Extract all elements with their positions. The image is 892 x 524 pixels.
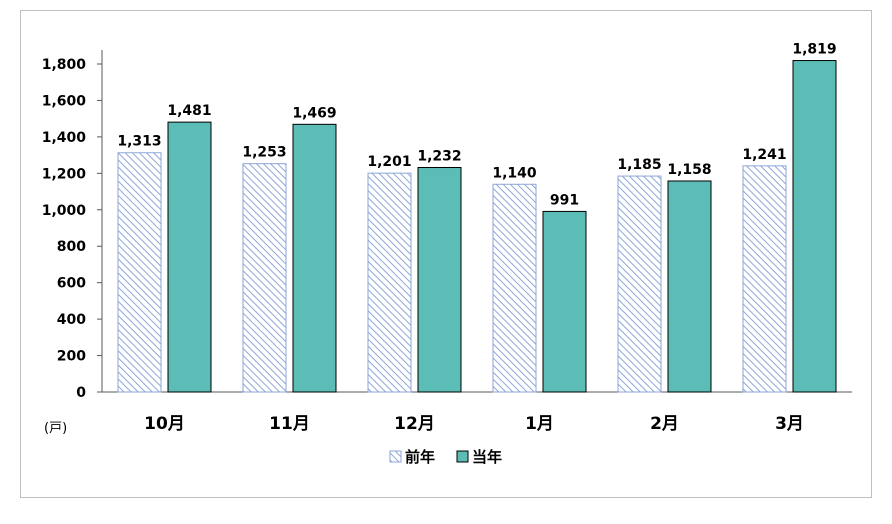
y-tick-label: 400	[57, 312, 86, 328]
x-tick-label: 3月	[775, 414, 804, 434]
y-tick-label: 600	[57, 276, 86, 292]
bars: 1,313 1,481 1,253 1,469 1,201 1,232 1,140 991 1,…	[117, 42, 836, 392]
bar-prev-year	[243, 164, 286, 392]
data-label: 1,481	[167, 103, 211, 119]
x-tick-label: 12月	[394, 414, 435, 434]
legend-label: 前年	[405, 448, 435, 466]
y-tick-label: 0	[76, 385, 86, 401]
y-tick-label: 200	[57, 349, 86, 365]
data-label: 1,140	[492, 165, 537, 181]
bar-curr-year	[793, 61, 836, 392]
legend: 前年 当年	[390, 448, 502, 466]
y-tick-label: 800	[57, 239, 86, 255]
bar-curr-year	[543, 211, 586, 392]
data-label: 1,201	[367, 154, 411, 170]
data-label: 1,158	[667, 162, 711, 178]
bar-curr-year	[668, 181, 711, 392]
data-label: 1,819	[792, 42, 836, 58]
x-axis-labels: 10月 11月 12月 1月 2月 3月	[144, 414, 804, 434]
bar-curr-year	[168, 122, 211, 392]
data-label: 1,241	[742, 147, 786, 163]
data-label: 1,313	[117, 134, 161, 150]
x-tick-label: 2月	[650, 414, 679, 434]
data-label: 1,232	[417, 149, 461, 165]
y-tick-label: 1,400	[42, 130, 87, 146]
data-label: 1,253	[242, 145, 286, 161]
bar-prev-year	[493, 184, 536, 392]
bar-curr-year	[293, 124, 336, 392]
x-tick-label: 1月	[525, 414, 554, 434]
y-tick-label: 1,000	[42, 203, 87, 219]
x-tick-label: 11月	[269, 414, 310, 434]
y-tick-label: 1,200	[42, 166, 87, 182]
bar-prev-year	[368, 173, 411, 392]
y-tick-label: 1,800	[42, 57, 87, 73]
legend-label: 当年	[472, 448, 502, 466]
legend-swatch	[390, 451, 401, 462]
y-unit-label: (戸)	[44, 421, 67, 436]
legend-swatch	[457, 451, 468, 462]
y-tick-label: 1,600	[42, 93, 87, 109]
bar-curr-year	[418, 168, 461, 392]
data-label: 991	[550, 192, 579, 208]
bar-prev-year	[118, 153, 161, 392]
data-label: 1,469	[292, 105, 336, 121]
bar-prev-year	[618, 176, 661, 392]
x-tick-label: 10月	[144, 414, 185, 434]
data-label: 1,185	[617, 157, 661, 173]
bar-prev-year	[743, 166, 786, 392]
